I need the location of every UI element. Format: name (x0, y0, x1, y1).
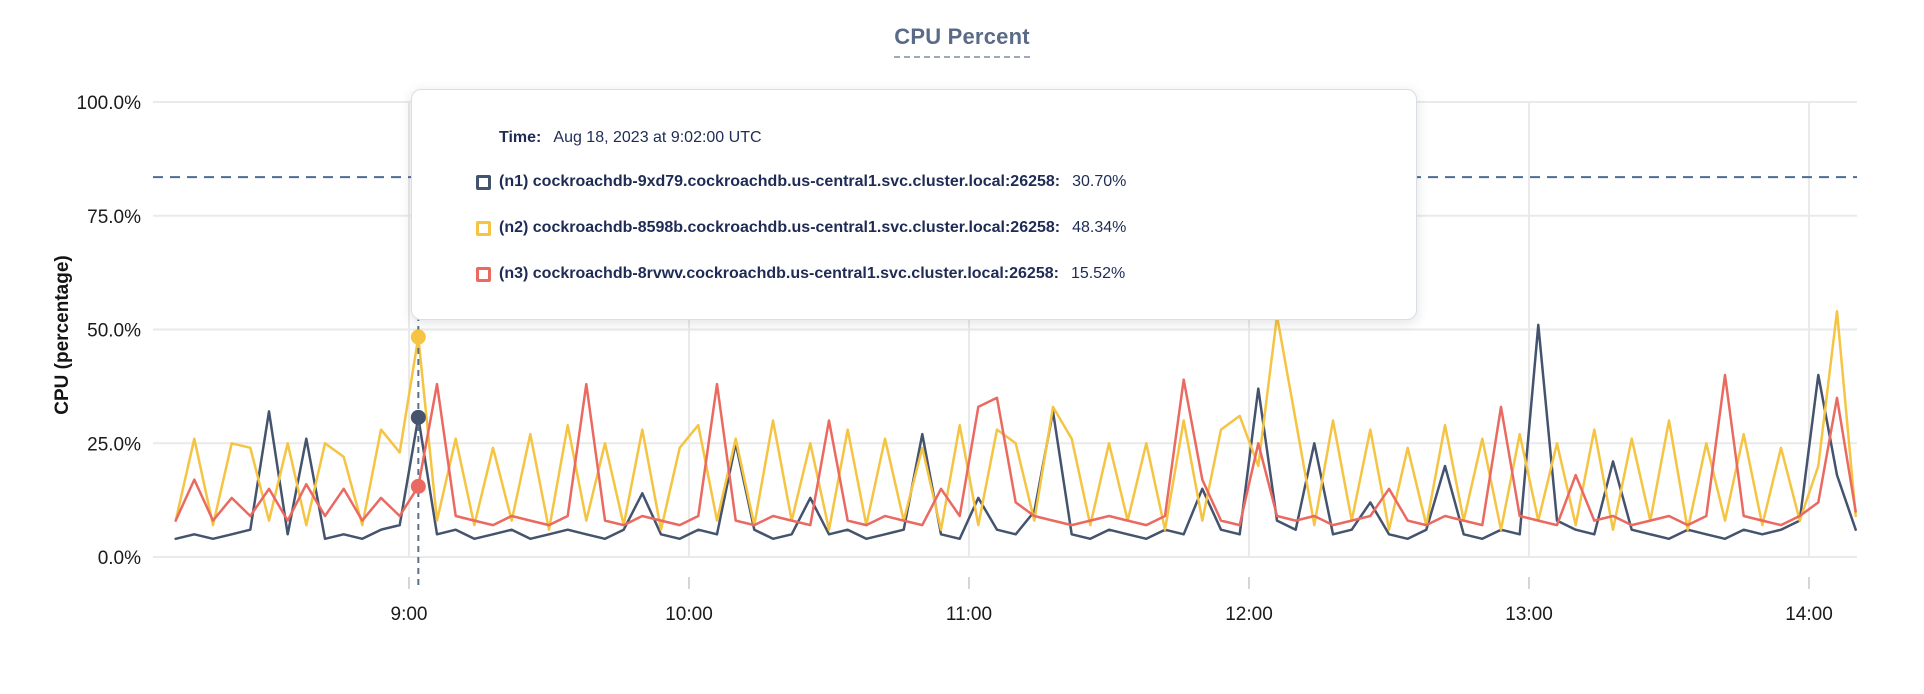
x-tick-label: 12:00 (1225, 604, 1273, 625)
tooltip-time-row: Time: Aug 18, 2023 at 9:02:00 UTC (476, 126, 1386, 150)
n1-value: 30.70% (1072, 173, 1127, 190)
y-tick-label: 50.0% (87, 321, 141, 342)
n2-host-label: (n2) cockroachdb-8598b.cockroachdb.us-ce… (499, 219, 1061, 236)
y-tick-label: 100.0% (77, 93, 142, 114)
series-line-n1 (174, 323, 1857, 541)
hover-point-n1 (410, 409, 426, 425)
chart-title-row: CPU Percent (0, 24, 1924, 58)
x-tick-label: 13:00 (1505, 604, 1553, 625)
hover-point-n2 (410, 329, 426, 345)
tooltip-series-row-n1: (n1) cockroachdb-9xd79.cockroachdb.us-ce… (476, 170, 1386, 194)
series-line-n3 (174, 373, 1857, 527)
n3-value: 15.52% (1070, 265, 1126, 282)
x-tick-label: 9:00 (391, 604, 428, 625)
series-line-n2 (174, 310, 1857, 531)
x-tick-label: 11:00 (946, 604, 992, 625)
tooltip-time-label: Time: (499, 129, 542, 146)
x-tick-label: 14:00 (1785, 604, 1833, 625)
tooltip-series-row-n2: (n2) cockroachdb-8598b.cockroachdb.us-ce… (476, 216, 1386, 240)
y-tick-label: 75.0% (87, 207, 141, 228)
y-tick-label: 25.0% (87, 434, 141, 455)
x-tick-label: 10:00 (665, 604, 713, 625)
n1-host-label: (n1) cockroachdb-9xd79.cockroachdb.us-ce… (499, 173, 1061, 190)
tooltip-time-value: Aug 18, 2023 at 9:02:00 UTC (553, 129, 762, 146)
n2-value: 48.34% (1072, 219, 1127, 236)
y-tick-label: 0.0% (98, 548, 141, 569)
n2-legend-swatch-icon (476, 220, 491, 236)
n3-host-label: (n3) cockroachdb-8rvwv.cockroachdb.us-ce… (499, 265, 1059, 282)
chart-title: CPU Percent (894, 24, 1030, 58)
n1-legend-swatch-icon (476, 174, 491, 190)
hover-point-n3 (410, 478, 426, 494)
tooltip-series-row-n3: (n3) cockroachdb-8rvwv.cockroachdb.us-ce… (476, 262, 1386, 286)
hover-tooltip: Time: Aug 18, 2023 at 9:02:00 UTC (n1) c… (411, 89, 1417, 320)
n3-legend-swatch-icon (476, 266, 491, 282)
